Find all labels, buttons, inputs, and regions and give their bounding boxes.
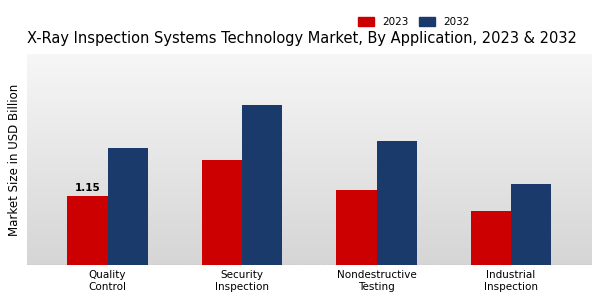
Bar xyxy=(202,160,242,265)
Bar xyxy=(67,196,107,265)
Bar xyxy=(336,190,377,265)
Legend: 2023, 2032: 2023, 2032 xyxy=(354,13,473,31)
Bar xyxy=(377,142,417,265)
Y-axis label: Market Size in USD Billion: Market Size in USD Billion xyxy=(8,83,22,236)
Text: X-Ray Inspection Systems Technology Market, By Application, 2023 & 2032: X-Ray Inspection Systems Technology Mark… xyxy=(27,31,577,46)
Text: 1.15: 1.15 xyxy=(74,183,100,193)
Bar xyxy=(107,148,148,265)
Bar xyxy=(242,105,283,265)
Bar xyxy=(470,211,511,265)
Bar xyxy=(511,184,551,265)
